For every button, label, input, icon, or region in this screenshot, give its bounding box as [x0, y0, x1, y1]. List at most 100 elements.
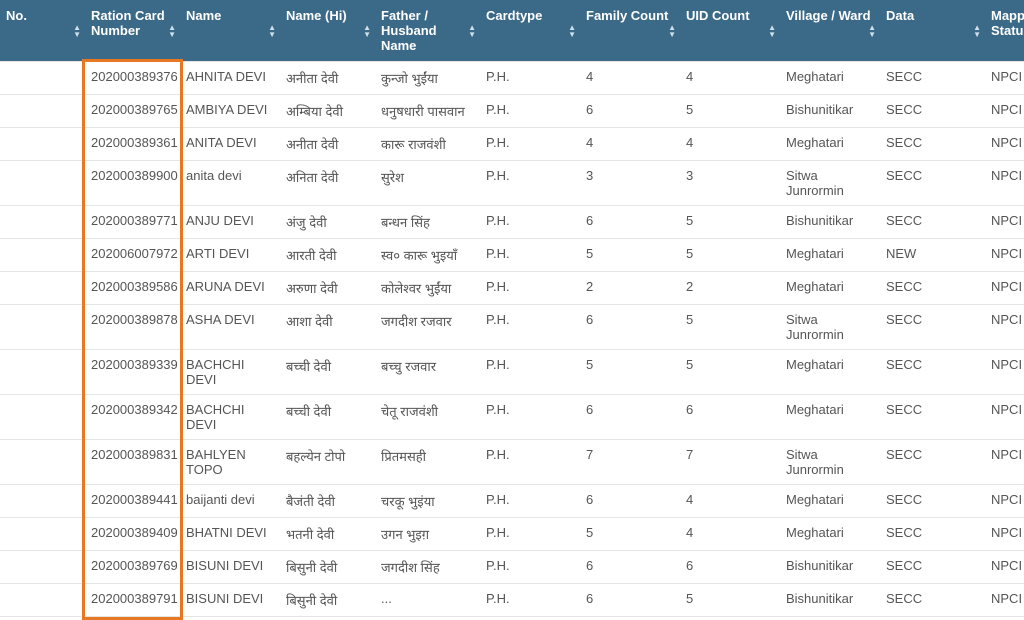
table-row[interactable]: 202000389878ASHA DEVIआशा देवीजगदीश रजवार… [0, 305, 1024, 350]
table-cell [0, 395, 85, 440]
table-cell: 5 [680, 95, 780, 128]
table-container: No.▲▼ Ration Card Number▲▼ Name▲▼ Name (… [0, 0, 1024, 617]
table-cell: 7 [680, 440, 780, 485]
table-cell: 202000389769 [85, 551, 180, 584]
table-cell: NPCI [985, 305, 1024, 350]
col-header-cardtype[interactable]: Cardtype▲▼ [480, 0, 580, 62]
table-cell: 3 [680, 161, 780, 206]
table-cell: NPCI [985, 128, 1024, 161]
table-cell: 6 [580, 551, 680, 584]
sort-icon: ▲▼ [168, 24, 176, 38]
sort-icon: ▲▼ [73, 24, 81, 38]
table-cell: SECC [880, 551, 985, 584]
table-row[interactable]: 202000389342BACHCHI DEVIबच्ची देवीचेतू र… [0, 395, 1024, 440]
table-cell: NPCI [985, 95, 1024, 128]
table-cell: SECC [880, 440, 985, 485]
col-header-label: Mapping Status [991, 8, 1024, 38]
table-cell: NEW [880, 239, 985, 272]
col-header-label: Father / Husband Name [381, 8, 437, 53]
table-cell [0, 440, 85, 485]
table-cell: 202000389765 [85, 95, 180, 128]
table-row[interactable]: 202000389361ANITA DEVIअनीता देवीकारू राज… [0, 128, 1024, 161]
table-cell: 4 [580, 62, 680, 95]
table-cell [0, 206, 85, 239]
table-row[interactable]: 202000389900anita deviअनिता देवीसुरेशP.H… [0, 161, 1024, 206]
col-header-fhname[interactable]: Father / Husband Name▲▼ [375, 0, 480, 62]
col-header-mapp[interactable]: Mapping Status▲▼ [985, 0, 1024, 62]
sort-icon: ▲▼ [363, 24, 371, 38]
table-cell: अनीता देवी [280, 128, 375, 161]
table-cell: अंजु देवी [280, 206, 375, 239]
table-cell: 6 [580, 584, 680, 617]
col-header-label: Name (Hi) [286, 8, 347, 23]
table-cell: भतनी देवी [280, 518, 375, 551]
table-cell: 2 [680, 272, 780, 305]
table-cell: जगदीश सिंह [375, 551, 480, 584]
table-cell: सुरेश [375, 161, 480, 206]
table-cell: SECC [880, 95, 985, 128]
col-header-data[interactable]: Data▲▼ [880, 0, 985, 62]
col-header-name-hi[interactable]: Name (Hi) ▲▼ [280, 0, 375, 62]
table-cell: NPCI [985, 395, 1024, 440]
col-header-village[interactable]: Village / Ward▲▼ [780, 0, 880, 62]
col-header-no[interactable]: No.▲▼ [0, 0, 85, 62]
table-cell: AHNITA DEVI [180, 62, 280, 95]
col-header-ration[interactable]: Ration Card Number▲▼ [85, 0, 180, 62]
table-cell: आरती देवी [280, 239, 375, 272]
table-cell: बच्ची देवी [280, 350, 375, 395]
table-cell [0, 305, 85, 350]
table-row[interactable]: 202000389791BISUNI DEVIबिसुनी देवी...P.H… [0, 584, 1024, 617]
table-cell: 7 [580, 440, 680, 485]
table-cell [0, 161, 85, 206]
table-cell: 6 [580, 485, 680, 518]
table-cell: P.H. [480, 584, 580, 617]
table-row[interactable]: 202000389831BAHLYEN TOPOबहल्येन टोपोप्रि… [0, 440, 1024, 485]
table-cell: Bishunitikar [780, 95, 880, 128]
table-cell: NPCI [985, 206, 1024, 239]
col-header-uid[interactable]: UID Count▲▼ [680, 0, 780, 62]
table-cell [0, 128, 85, 161]
table-cell: BAHLYEN TOPO [180, 440, 280, 485]
table-cell: P.H. [480, 350, 580, 395]
table-cell: ANJU DEVI [180, 206, 280, 239]
table-cell: 5 [680, 350, 780, 395]
table-cell: Meghatari [780, 239, 880, 272]
table-header: No.▲▼ Ration Card Number▲▼ Name▲▼ Name (… [0, 0, 1024, 62]
table-cell: SECC [880, 206, 985, 239]
table-cell: 202000389771 [85, 206, 180, 239]
table-cell [0, 239, 85, 272]
table-cell: 5 [580, 350, 680, 395]
table-cell: Bishunitikar [780, 584, 880, 617]
table-cell: ASHA DEVI [180, 305, 280, 350]
table-cell: Sitwa Junrormin [780, 161, 880, 206]
table-cell: P.H. [480, 440, 580, 485]
table-cell: 5 [680, 305, 780, 350]
table-cell: SECC [880, 584, 985, 617]
table-cell: BISUNI DEVI [180, 551, 280, 584]
table-cell: 202000389586 [85, 272, 180, 305]
table-cell: P.H. [480, 206, 580, 239]
table-cell: 6 [680, 551, 780, 584]
table-cell: कारू राजवंशी [375, 128, 480, 161]
table-cell: Bishunitikar [780, 206, 880, 239]
table-cell: P.H. [480, 395, 580, 440]
table-cell: BACHCHI DEVI [180, 350, 280, 395]
table-row[interactable]: 202000389409BHATNI DEVIभतनी देवीउगन भुइग… [0, 518, 1024, 551]
table-cell: 5 [580, 518, 680, 551]
table-row[interactable]: 202000389586ARUNA DEVIअरुणा देवीकोलेश्वर… [0, 272, 1024, 305]
table-row[interactable]: 202000389376AHNITA DEVIअनीता देवीकुन्जो … [0, 62, 1024, 95]
table-cell: SECC [880, 128, 985, 161]
col-header-label: Name [186, 8, 221, 23]
table-cell: अरुणा देवी [280, 272, 375, 305]
table-row[interactable]: 202006007972ARTI DEVIआरती देवीस्व० कारू … [0, 239, 1024, 272]
table-cell: 202000389791 [85, 584, 180, 617]
table-row[interactable]: 202000389765AMBIYA DEVIअम्बिया देवीधनुषध… [0, 95, 1024, 128]
table-row[interactable]: 202000389769BISUNI DEVIबिसुनी देवीजगदीश … [0, 551, 1024, 584]
table-cell: BISUNI DEVI [180, 584, 280, 617]
table-row[interactable]: 202000389441baijanti deviबैजंती देवीचरकू… [0, 485, 1024, 518]
col-header-label: Ration Card Number [91, 8, 165, 38]
table-row[interactable]: 202000389339BACHCHI DEVIबच्ची देवीबच्चु … [0, 350, 1024, 395]
col-header-family[interactable]: Family Count▲▼ [580, 0, 680, 62]
table-row[interactable]: 202000389771ANJU DEVIअंजु देवीबन्धन सिंह… [0, 206, 1024, 239]
col-header-name[interactable]: Name▲▼ [180, 0, 280, 62]
